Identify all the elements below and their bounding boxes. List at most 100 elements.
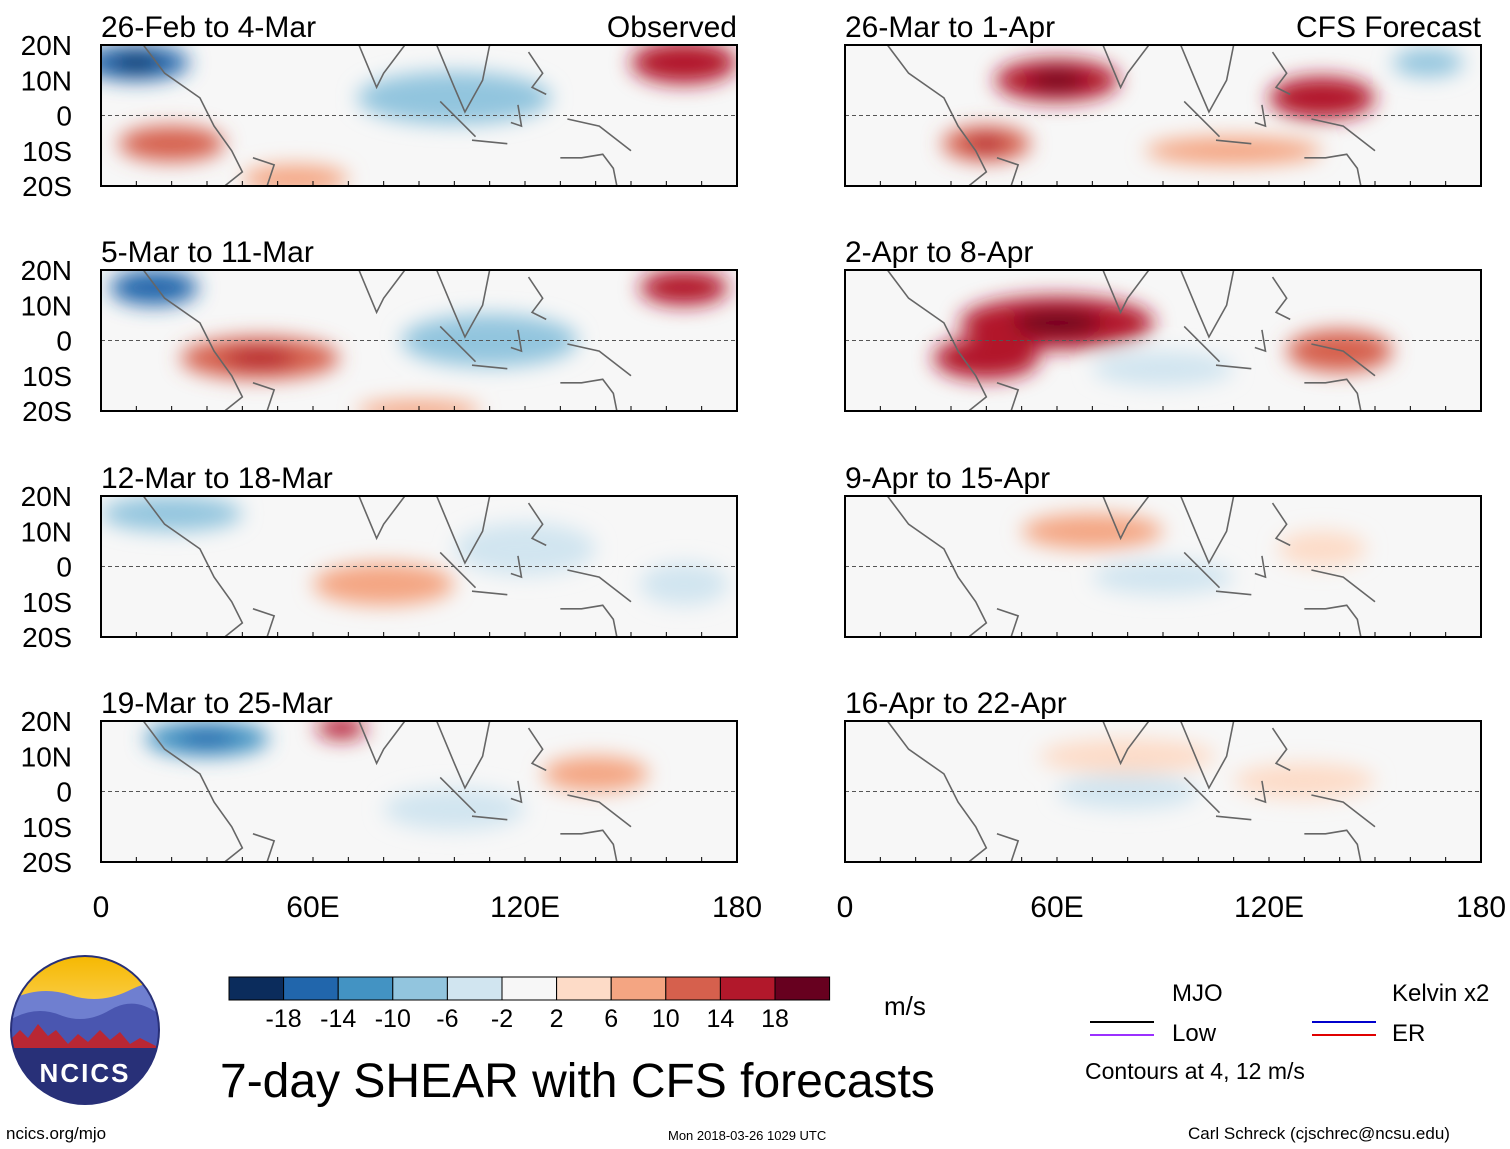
map-panel: 26-Feb to 4-Mar Observed 20N 10N 0 10S 20S: [21, 11, 738, 202]
colorbar-tick-label: -6: [436, 1005, 458, 1033]
footer-timestamp: Mon 2018-03-26 1029 UTC: [668, 1128, 827, 1143]
shear-anomaly-core: [664, 279, 704, 296]
legend-line-low: [1090, 1034, 1154, 1036]
colorbar-swatch: [774, 976, 831, 1001]
y-tick-label: 20S: [22, 847, 72, 878]
shear-anomaly-blob: [1039, 738, 1216, 774]
shear-anomaly-blob: [1021, 513, 1163, 549]
colorbar-swatch: [392, 976, 448, 1001]
legend-label-mjo: MJO: [1172, 980, 1223, 1007]
colorbar-tick-label: 2: [550, 1005, 564, 1033]
coastline: [845, 45, 1376, 186]
legend-label-er: ER: [1392, 1020, 1426, 1047]
coastline: [101, 270, 632, 411]
anomaly-field: [933, 296, 1393, 387]
shear-anomaly-blob: [357, 400, 481, 411]
footer-url[interactable]: ncics.org/mjo: [6, 1124, 107, 1143]
shear-anomaly-core: [134, 279, 174, 296]
shear-anomaly-core: [660, 53, 708, 73]
legend-label-kelvin: Kelvin x2: [1392, 980, 1490, 1007]
y-tick-label: 10S: [22, 361, 72, 392]
y-tick-label: 10N: [21, 741, 72, 772]
colorbar-swatch: [446, 976, 503, 1001]
colorbar-tick-label: 6: [604, 1005, 618, 1033]
y-tick-label: 10S: [22, 136, 72, 167]
y-tick-label: 20S: [22, 171, 72, 202]
map-panel: 19-Mar to 25-Mar 20N 10N 0 10S 20S: [21, 687, 738, 878]
anomaly-field: [145, 721, 649, 831]
y-tick-label: 20N: [21, 481, 72, 512]
y-tick-label: 20S: [22, 396, 72, 427]
anomaly-field: [1021, 513, 1367, 595]
colorbar-swatch: [719, 976, 776, 1001]
colorbar: -18 -14 -10 -6 -2 2 6 10 14 18: [228, 976, 831, 1033]
shear-anomaly-blob: [1145, 136, 1322, 165]
map-panel: 12-Mar to 18-Mar 20N 10N 0 10S 20S: [21, 462, 738, 653]
shear-anomaly-blob: [1277, 531, 1367, 567]
shear-anomaly-blob: [542, 756, 649, 792]
coastline: [101, 496, 632, 637]
column-header: Observed: [607, 11, 737, 44]
coastline: [845, 721, 1376, 862]
shear-anomaly-blob: [242, 164, 349, 186]
map-panel: 2-Apr to 8-Apr: [844, 236, 1482, 412]
anomaly-field: [101, 496, 729, 606]
y-tick-label: 10S: [22, 812, 72, 843]
logo-text: NCICS: [40, 1058, 131, 1088]
colorbar-tick-label: 18: [761, 1005, 789, 1033]
y-tick-label: 0: [56, 552, 72, 583]
colorbar-swatch: [610, 976, 667, 1001]
shear-anomaly-core: [962, 348, 1011, 368]
colorbar-tick-label: 14: [706, 1005, 734, 1033]
colorbar-swatch: [665, 976, 721, 1001]
figure-title: 7-day SHEAR with CFS forecasts: [220, 1055, 935, 1108]
colorbar-swatch: [228, 976, 285, 1001]
colorbar-tick-label: -14: [320, 1005, 356, 1033]
shear-anomaly-blob: [639, 562, 729, 606]
x-tick-label: 0: [93, 891, 110, 924]
y-tick-label: 20S: [22, 622, 72, 653]
shear-anomaly-core: [1029, 70, 1085, 90]
x-tick-label: 180: [1456, 891, 1506, 924]
y-tick-label: 20N: [21, 706, 72, 737]
shear-anomaly-blob: [454, 522, 596, 576]
y-tick-label: 10N: [21, 290, 72, 321]
panel-date-range: 9-Apr to 15-Apr: [845, 462, 1050, 495]
y-tick-label: 0: [56, 326, 72, 357]
coastline: [101, 721, 632, 862]
shear-anomaly-core: [179, 730, 235, 747]
coastline: [845, 496, 1376, 637]
panel-date-range: 26-Feb to 4-Mar: [101, 11, 316, 44]
panel-date-range: 19-Mar to 25-Mar: [101, 687, 333, 720]
colorbar-tick-label: -2: [491, 1005, 513, 1033]
panel-date-range: 12-Mar to 18-Mar: [101, 462, 333, 495]
colorbar-swatch: [556, 976, 612, 1001]
shear-anomaly-blob: [101, 496, 243, 532]
legend-label-low: Low: [1172, 1020, 1217, 1047]
panel-date-range: 16-Apr to 22-Apr: [845, 687, 1067, 720]
colorbar-tick-label: -18: [266, 1005, 302, 1033]
contour-note: Contours at 4, 12 m/s: [1085, 1058, 1305, 1084]
shear-anomaly-core: [112, 54, 161, 71]
shear-anomaly-blob: [1233, 763, 1376, 799]
shear-anomaly-blob: [1092, 559, 1234, 595]
shear-anomaly-core: [330, 723, 353, 733]
coastline: [845, 270, 1376, 411]
colorbar-swatch: [337, 976, 394, 1001]
legend-line-mjo: [1090, 1021, 1154, 1023]
colorbar-swatch: [283, 976, 339, 1001]
coastline: [101, 45, 632, 186]
anomaly-field: [101, 45, 737, 186]
colorbar-tick-label: -10: [375, 1005, 411, 1033]
y-tick-label: 20N: [21, 30, 72, 61]
map-panel: 16-Apr to 22-Apr: [844, 687, 1482, 863]
x-tick-label: 120E: [490, 891, 560, 924]
map-panel: 9-Apr to 15-Apr: [844, 462, 1482, 638]
colorbar-swatch: [501, 976, 558, 1001]
ncics-logo: NCICS: [10, 955, 160, 1105]
footer-author: Carl Schreck (cjschrec@ncsu.edu): [1188, 1124, 1450, 1143]
shear-anomaly-blob: [1092, 351, 1234, 387]
map-panel: 26-Mar to 1-Apr CFS Forecast: [844, 11, 1482, 187]
panels-layer: 26-Feb to 4-Mar Observed20N10N010S20S5-Ma…: [21, 11, 1506, 924]
